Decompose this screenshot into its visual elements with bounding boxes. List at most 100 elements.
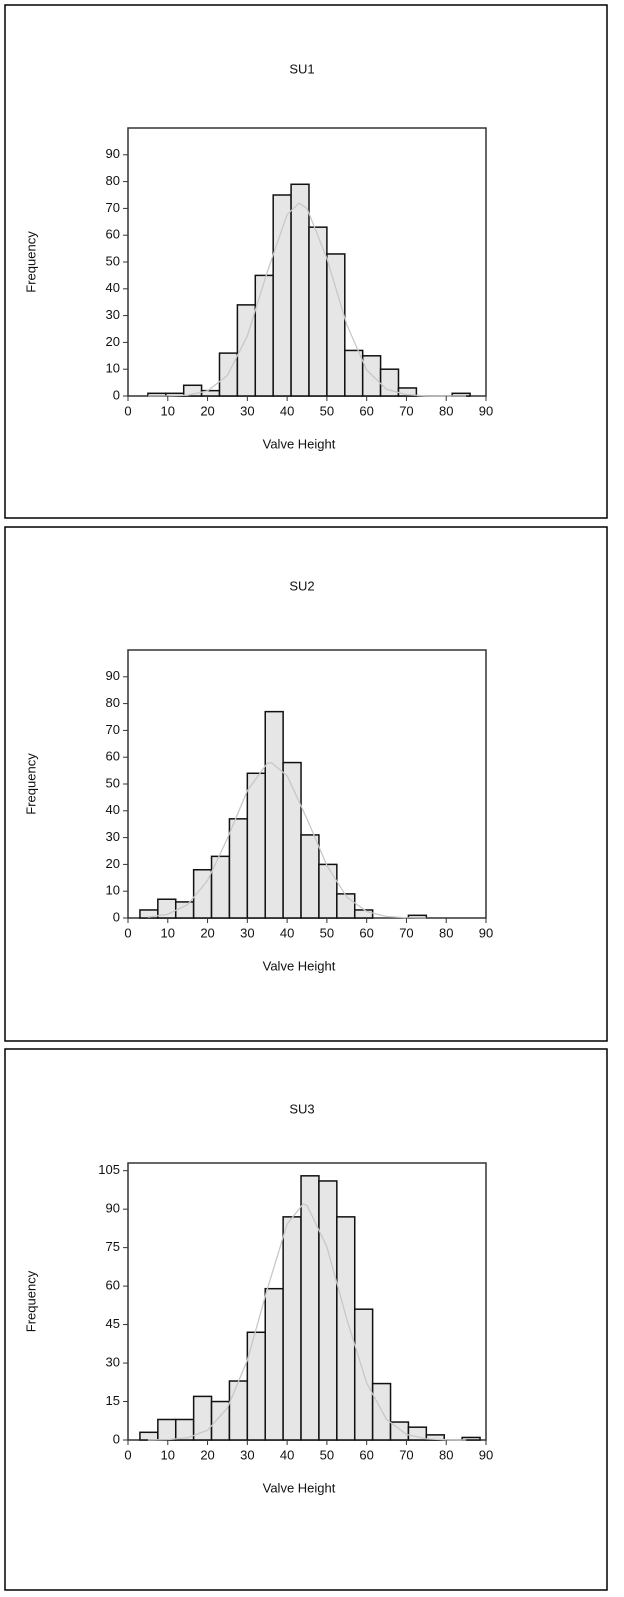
x-tick-label: 40 <box>280 925 294 940</box>
x-tick-label: 50 <box>320 925 334 940</box>
x-tick-label: 20 <box>200 1447 214 1462</box>
chart-title: SU2 <box>289 578 314 593</box>
bar <box>174 901 195 919</box>
y-tick-label: 30 <box>106 307 120 322</box>
x-tick-label: 60 <box>359 925 373 940</box>
y-tick-label: 15 <box>106 1393 120 1408</box>
x-tick-label: 80 <box>439 403 453 418</box>
y-tick-label: 50 <box>106 253 120 268</box>
panel-frame <box>4 1048 608 1591</box>
x-axis-label: Valve Height <box>263 1480 336 1495</box>
x-axis-label: Valve Height <box>263 436 336 451</box>
y-tick-label: 45 <box>106 1316 120 1331</box>
fit-curve <box>147 761 427 919</box>
y-tick-label: 20 <box>106 856 120 871</box>
y-tick-label: 70 <box>106 722 120 737</box>
x-tick-label: 10 <box>161 925 175 940</box>
bar <box>407 1426 428 1441</box>
x-tick-label: 0 <box>124 1447 131 1462</box>
x-tick-label: 0 <box>124 403 131 418</box>
y-tick-label: 50 <box>106 775 120 790</box>
y-tick-label: 90 <box>106 146 120 161</box>
x-tick-label: 90 <box>479 1447 493 1462</box>
bar <box>192 1395 213 1441</box>
y-axis-label: Frequency <box>23 1270 38 1332</box>
x-tick-label: 30 <box>240 403 254 418</box>
y-tick-label: 80 <box>106 695 120 710</box>
panel-frame <box>4 526 608 1042</box>
x-tick-label: 40 <box>280 1447 294 1462</box>
x-tick-label: 40 <box>280 403 294 418</box>
x-tick-label: 30 <box>240 925 254 940</box>
bar <box>139 1431 159 1441</box>
x-tick-label: 90 <box>479 403 493 418</box>
bar <box>300 834 320 919</box>
x-tick-label: 0 <box>124 925 131 940</box>
bar <box>228 1380 249 1441</box>
x-tick-label: 50 <box>320 1447 334 1462</box>
y-tick-label: 0 <box>113 909 120 924</box>
x-tick-label: 30 <box>240 1447 254 1462</box>
bar <box>379 368 400 397</box>
y-tick-label: 20 <box>106 334 120 349</box>
chart-title: SU3 <box>289 1101 314 1116</box>
x-tick-label: 50 <box>320 403 334 418</box>
x-tick-label: 20 <box>200 403 214 418</box>
bar <box>272 194 292 397</box>
y-tick-label: 90 <box>106 1201 120 1216</box>
bar <box>371 1382 392 1441</box>
y-tick-label: 60 <box>106 227 120 242</box>
bar <box>461 1436 481 1441</box>
bar <box>344 349 364 397</box>
x-tick-label: 10 <box>161 403 175 418</box>
fit-curve <box>147 202 467 397</box>
bar <box>326 253 346 397</box>
bar <box>264 1287 284 1441</box>
bar <box>228 818 249 919</box>
x-tick-label: 10 <box>161 1447 175 1462</box>
bar <box>246 772 266 919</box>
y-tick-label: 0 <box>113 387 120 402</box>
y-tick-label: 60 <box>106 1278 120 1293</box>
x-tick-label: 70 <box>399 925 413 940</box>
y-tick-label: 90 <box>106 668 120 683</box>
fit-curve <box>147 1203 467 1441</box>
bar <box>254 274 274 397</box>
bar <box>336 893 356 919</box>
x-tick-label: 60 <box>359 1447 373 1462</box>
y-tick-label: 70 <box>106 200 120 215</box>
y-tick-label: 60 <box>106 749 120 764</box>
x-axis-label: Valve Height <box>263 958 336 973</box>
bar <box>318 1180 338 1441</box>
y-tick-label: 30 <box>106 829 120 844</box>
x-tick-label: 20 <box>200 925 214 940</box>
x-tick-label: 60 <box>359 403 373 418</box>
bar <box>282 1216 302 1441</box>
y-tick-label: 75 <box>106 1239 120 1254</box>
bar <box>318 863 338 919</box>
x-tick-label: 80 <box>439 925 453 940</box>
bar <box>264 710 284 919</box>
bar <box>290 183 310 397</box>
y-tick-label: 30 <box>106 1354 120 1369</box>
bar <box>210 1400 231 1441</box>
bar <box>336 1216 356 1441</box>
y-tick-label: 10 <box>106 883 120 898</box>
x-tick-label: 70 <box>399 1447 413 1462</box>
bar <box>425 1434 445 1441</box>
chart-title: SU1 <box>289 61 314 76</box>
bar <box>353 909 374 919</box>
panel-frame <box>4 4 608 519</box>
y-tick-label: 80 <box>106 173 120 188</box>
x-tick-label: 80 <box>439 1447 453 1462</box>
y-tick-label: 40 <box>106 802 120 817</box>
y-axis-label: Frequency <box>23 231 38 293</box>
y-tick-label: 40 <box>106 280 120 295</box>
bar <box>157 1418 177 1441</box>
y-tick-label: 0 <box>113 1431 120 1446</box>
y-tick-label: 10 <box>106 361 120 376</box>
x-tick-label: 70 <box>399 403 413 418</box>
x-tick-label: 90 <box>479 925 493 940</box>
y-tick-label: 105 <box>98 1162 120 1177</box>
